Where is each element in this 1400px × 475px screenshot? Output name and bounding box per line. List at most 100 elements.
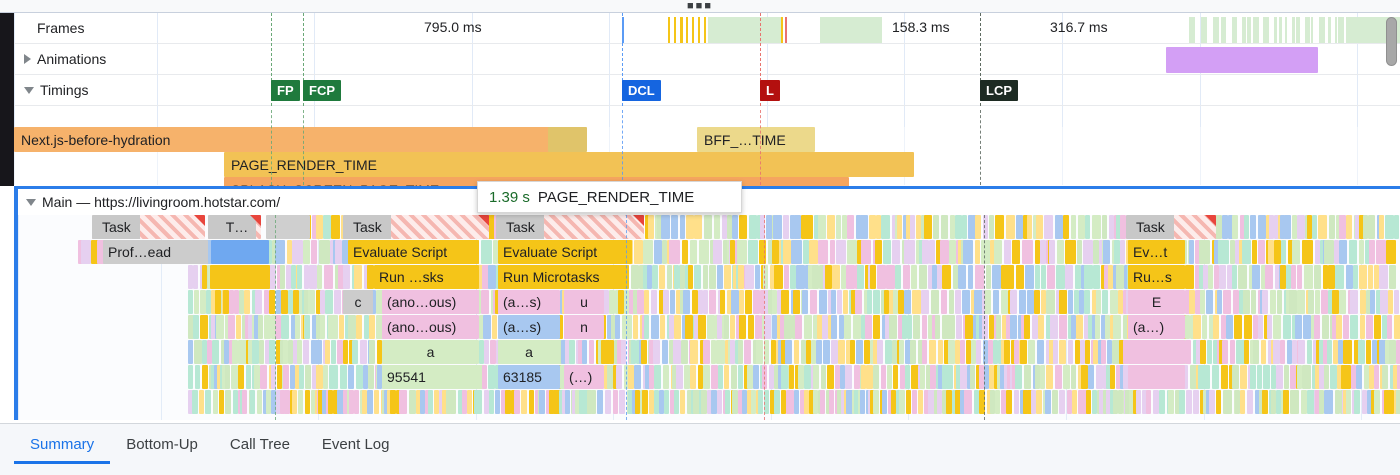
flame-micro-block[interactable]: [1351, 365, 1356, 389]
flame-micro-block[interactable]: [680, 215, 685, 239]
flame-micro-block[interactable]: [682, 315, 687, 339]
flame-micro-block[interactable]: [956, 315, 962, 339]
flame-block-a-row[interactable]: a: [498, 340, 560, 364]
flame-micro-block[interactable]: [1123, 365, 1129, 389]
flame-micro-block[interactable]: [1274, 215, 1279, 239]
flame-micro-block[interactable]: [887, 365, 892, 389]
flame-micro-block[interactable]: [759, 240, 766, 264]
flame-micro-block[interactable]: [707, 390, 712, 414]
flame-micro-block[interactable]: [223, 290, 229, 314]
flame-micro-block[interactable]: [892, 240, 900, 264]
flame-micro-block[interactable]: [1387, 315, 1392, 339]
flame-micro-block[interactable]: [462, 390, 467, 414]
flame-micro-block[interactable]: [971, 340, 976, 364]
flame-micro-block[interactable]: [442, 390, 447, 414]
flame-micro-block[interactable]: [932, 265, 937, 289]
flame-micro-block[interactable]: [904, 240, 915, 264]
flame-micro-block[interactable]: [1078, 365, 1083, 389]
flame-micro-block[interactable]: [1243, 290, 1250, 314]
flame-micro-block[interactable]: [1108, 265, 1113, 289]
flame-micro-block[interactable]: [428, 390, 433, 414]
flame-micro-block[interactable]: [929, 340, 936, 364]
flame-micro-block[interactable]: [1193, 315, 1201, 339]
flame-micro-block[interactable]: [876, 215, 881, 239]
chevron-down-icon[interactable]: [24, 86, 34, 94]
flame-micro-block[interactable]: [1175, 390, 1180, 414]
flame-micro-block[interactable]: [1083, 240, 1093, 264]
flame-micro-block[interactable]: [343, 340, 348, 364]
flame-micro-block[interactable]: [739, 315, 746, 339]
flame-micro-block[interactable]: [211, 315, 216, 339]
flame-micro-block[interactable]: [742, 390, 747, 414]
flame-micro-block[interactable]: [748, 315, 754, 339]
flame-micro-block[interactable]: [589, 340, 594, 364]
flame-micro-block[interactable]: [250, 390, 255, 414]
flame-micro-block[interactable]: [1080, 340, 1085, 364]
flame-micro-block[interactable]: [1199, 265, 1204, 289]
flame-micro-block[interactable]: [805, 265, 810, 289]
flame-micro-block[interactable]: [374, 390, 379, 414]
flame-micro-block[interactable]: [897, 215, 902, 239]
flame-micro-block[interactable]: [334, 290, 341, 314]
flame-micro-block[interactable]: [1033, 215, 1038, 239]
flame-micro-block[interactable]: [1322, 315, 1329, 339]
flame-block-run-microtasks-row[interactable]: Ru…s: [1128, 265, 1185, 289]
flame-micro-block[interactable]: [905, 365, 910, 389]
flame-micro-block[interactable]: [266, 390, 271, 414]
flame-micro-block[interactable]: [377, 365, 382, 389]
flame-micro-block[interactable]: [1023, 390, 1028, 414]
flame-micro-block[interactable]: [645, 215, 650, 239]
flame-micro-block[interactable]: [1251, 290, 1256, 314]
details-tab-bar[interactable]: Summary Bottom-Up Call Tree Event Log: [0, 423, 1400, 475]
flame-micro-block[interactable]: [989, 365, 994, 389]
flame-block-numeric-row[interactable]: 95541: [382, 365, 479, 389]
flame-micro-block[interactable]: [1334, 240, 1339, 264]
flame-micro-block[interactable]: [193, 315, 199, 339]
flame-micro-block[interactable]: [1195, 265, 1200, 289]
flame-micro-block[interactable]: [892, 215, 897, 239]
flame-micro-block[interactable]: [928, 265, 933, 289]
flame-micro-block[interactable]: [634, 365, 641, 389]
flame-micro-block[interactable]: [794, 340, 799, 364]
flame-micro-block[interactable]: [1281, 240, 1286, 264]
flame-micro-block[interactable]: [1286, 265, 1291, 289]
flame-micro-block[interactable]: [713, 240, 722, 264]
flame-micro-block[interactable]: [199, 390, 204, 414]
flame-micro-block[interactable]: [919, 240, 924, 264]
flame-micro-block[interactable]: [479, 265, 484, 289]
flame-micro-block[interactable]: [902, 315, 907, 339]
flame-micro-block[interactable]: [323, 215, 331, 239]
flame-micro-block[interactable]: [1240, 365, 1247, 389]
flame-micro-block[interactable]: [242, 340, 247, 364]
flame-micro-block[interactable]: [283, 365, 289, 389]
flame-micro-block[interactable]: [745, 265, 750, 289]
flame-micro-block[interactable]: [696, 390, 701, 414]
flame-micro-block[interactable]: [981, 240, 990, 264]
flame-micro-block[interactable]: [478, 365, 483, 389]
flame-micro-block[interactable]: [329, 365, 334, 389]
flame-micro-block[interactable]: [304, 290, 309, 314]
flame-block-run-microtasks-row[interactable]: Run …sks: [374, 265, 479, 289]
flame-micro-block[interactable]: [604, 365, 609, 389]
flame-micro-block[interactable]: [1062, 290, 1067, 314]
flame-micro-block[interactable]: [1287, 340, 1292, 364]
flame-micro-block[interactable]: [1385, 340, 1390, 364]
flame-block-numeric-row[interactable]: 63185: [498, 365, 560, 389]
flame-micro-block[interactable]: [1379, 340, 1384, 364]
flame-micro-block[interactable]: [1304, 365, 1311, 389]
flame-micro-block[interactable]: [221, 340, 226, 364]
flame-micro-block[interactable]: [1067, 390, 1072, 414]
flame-micro-block[interactable]: [857, 240, 862, 264]
flame-micro-block[interactable]: [819, 265, 824, 289]
flame-micro-block[interactable]: [495, 390, 500, 414]
flame-micro-block[interactable]: [1221, 315, 1226, 339]
flame-micro-block[interactable]: [1304, 265, 1313, 289]
flame-micro-block[interactable]: [783, 215, 789, 239]
flame-micro-block[interactable]: [1118, 290, 1123, 314]
flame-micro-block[interactable]: [788, 390, 794, 414]
flame-micro-block[interactable]: [1120, 215, 1126, 239]
flame-micro-block[interactable]: [825, 265, 832, 289]
flame-micro-block[interactable]: [1001, 340, 1006, 364]
flame-micro-block[interactable]: [286, 265, 291, 289]
flame-micro-block[interactable]: [1098, 340, 1103, 364]
